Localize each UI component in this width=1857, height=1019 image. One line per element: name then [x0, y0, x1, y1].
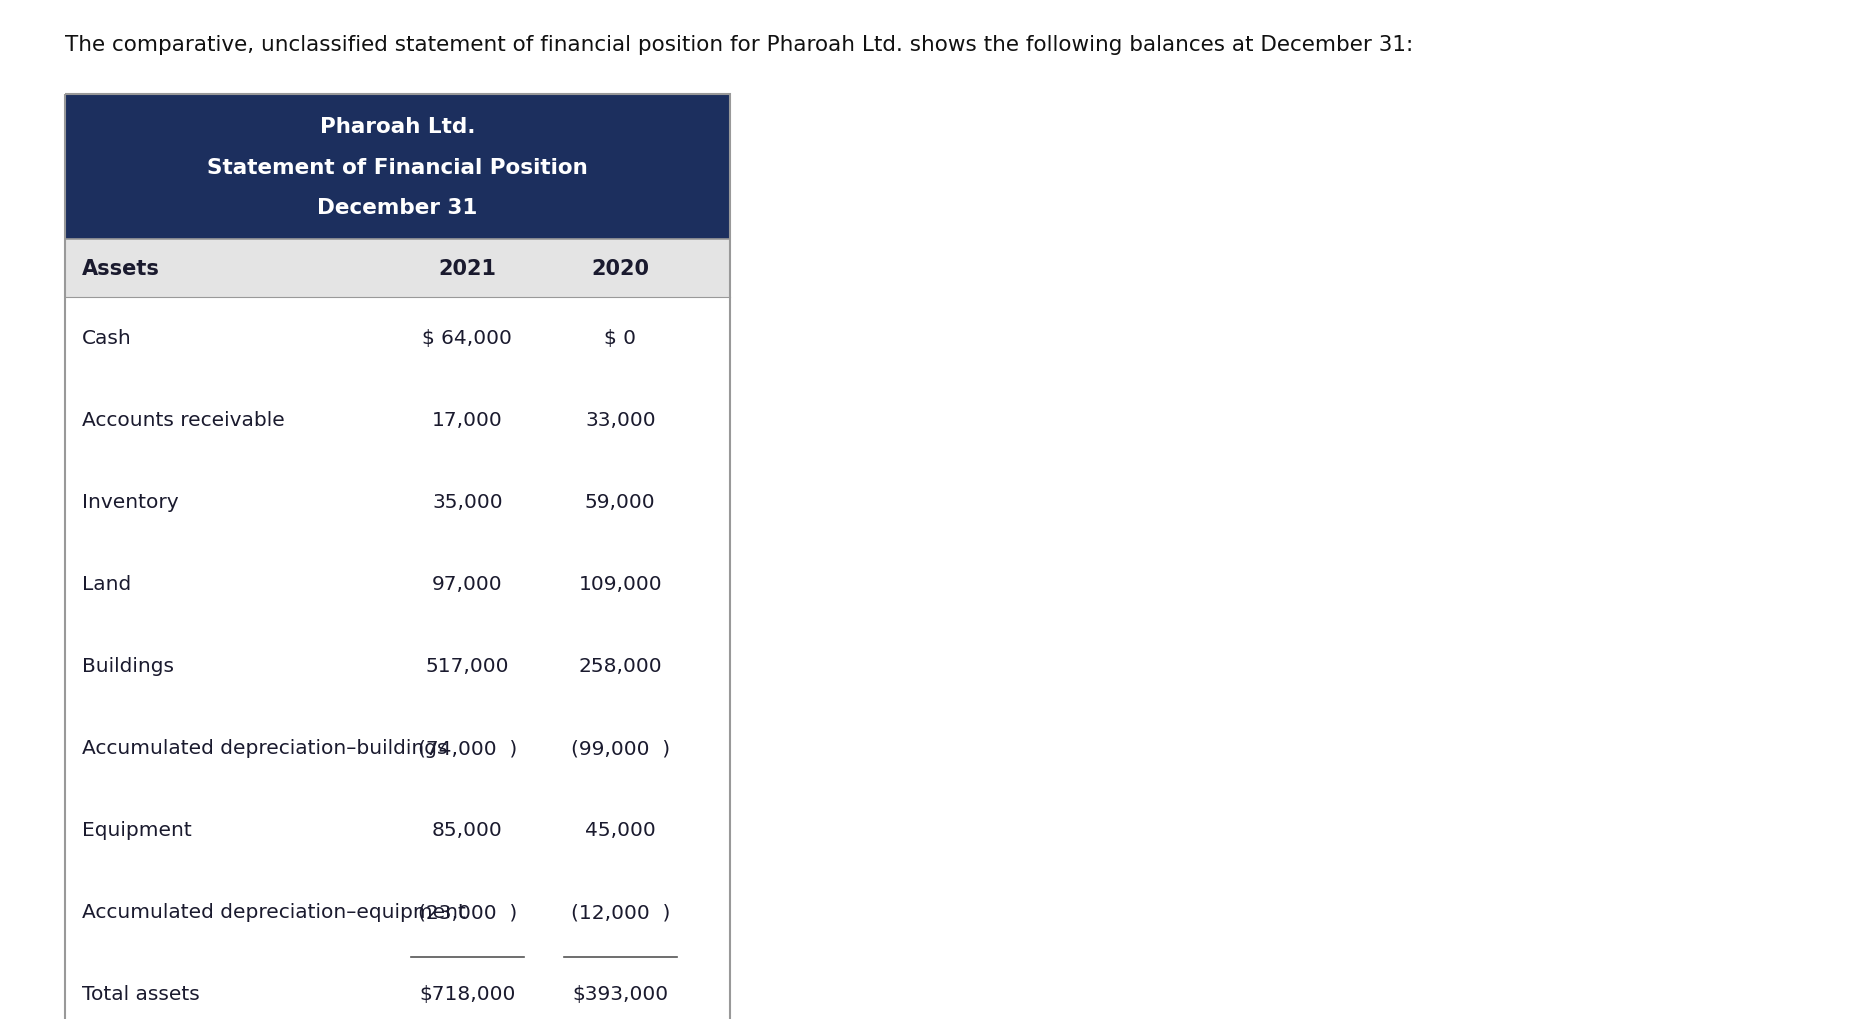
- Text: 2021: 2021: [438, 259, 496, 279]
- Bar: [65, 380, 730, 462]
- Text: $393,000: $393,000: [572, 984, 669, 1004]
- Bar: [65, 707, 730, 790]
- Bar: [65, 626, 730, 707]
- Text: 59,000: 59,000: [585, 493, 656, 512]
- Text: 45,000: 45,000: [585, 820, 656, 840]
- Text: (99,000  ): (99,000 ): [570, 739, 670, 758]
- Text: Inventory: Inventory: [82, 493, 178, 512]
- Text: Accumulated depreciation–equipment: Accumulated depreciation–equipment: [82, 903, 466, 921]
- Text: Accounts receivable: Accounts receivable: [82, 411, 284, 430]
- Text: $ 0: $ 0: [604, 329, 635, 348]
- Bar: [65, 790, 730, 871]
- Text: 33,000: 33,000: [585, 411, 656, 430]
- Text: (12,000  ): (12,000 ): [570, 903, 670, 921]
- Bar: [65, 543, 730, 626]
- Text: Accumulated depreciation–buildings: Accumulated depreciation–buildings: [82, 739, 448, 758]
- Text: (74,000  ): (74,000 ): [418, 739, 516, 758]
- Text: Equipment: Equipment: [82, 820, 191, 840]
- Text: 97,000: 97,000: [433, 575, 503, 594]
- Bar: [65, 95, 730, 239]
- Text: Cash: Cash: [82, 329, 132, 348]
- Text: 17,000: 17,000: [431, 411, 503, 430]
- Text: Land: Land: [82, 575, 130, 594]
- Bar: [65, 239, 730, 298]
- Bar: [65, 871, 730, 953]
- Text: 517,000: 517,000: [425, 657, 509, 676]
- Text: Assets: Assets: [82, 259, 160, 279]
- Bar: [65, 298, 730, 380]
- Text: $ 64,000: $ 64,000: [422, 329, 513, 348]
- Text: 258,000: 258,000: [578, 657, 661, 676]
- Text: $718,000: $718,000: [420, 984, 514, 1004]
- Bar: [65, 953, 730, 1019]
- Text: 85,000: 85,000: [431, 820, 503, 840]
- Text: Statement of Financial Position: Statement of Financial Position: [206, 157, 587, 177]
- Text: 2020: 2020: [591, 259, 648, 279]
- Text: Total assets: Total assets: [82, 984, 199, 1004]
- Bar: [65, 95, 730, 1019]
- Text: 35,000: 35,000: [433, 493, 503, 512]
- Text: 109,000: 109,000: [578, 575, 661, 594]
- Text: The comparative, unclassified statement of financial position for Pharoah Ltd. s: The comparative, unclassified statement …: [65, 35, 1413, 55]
- Text: (23,000  ): (23,000 ): [418, 903, 516, 921]
- Text: December 31: December 31: [318, 198, 477, 218]
- Bar: [65, 462, 730, 543]
- Text: Buildings: Buildings: [82, 657, 173, 676]
- Text: Pharoah Ltd.: Pharoah Ltd.: [319, 117, 475, 137]
